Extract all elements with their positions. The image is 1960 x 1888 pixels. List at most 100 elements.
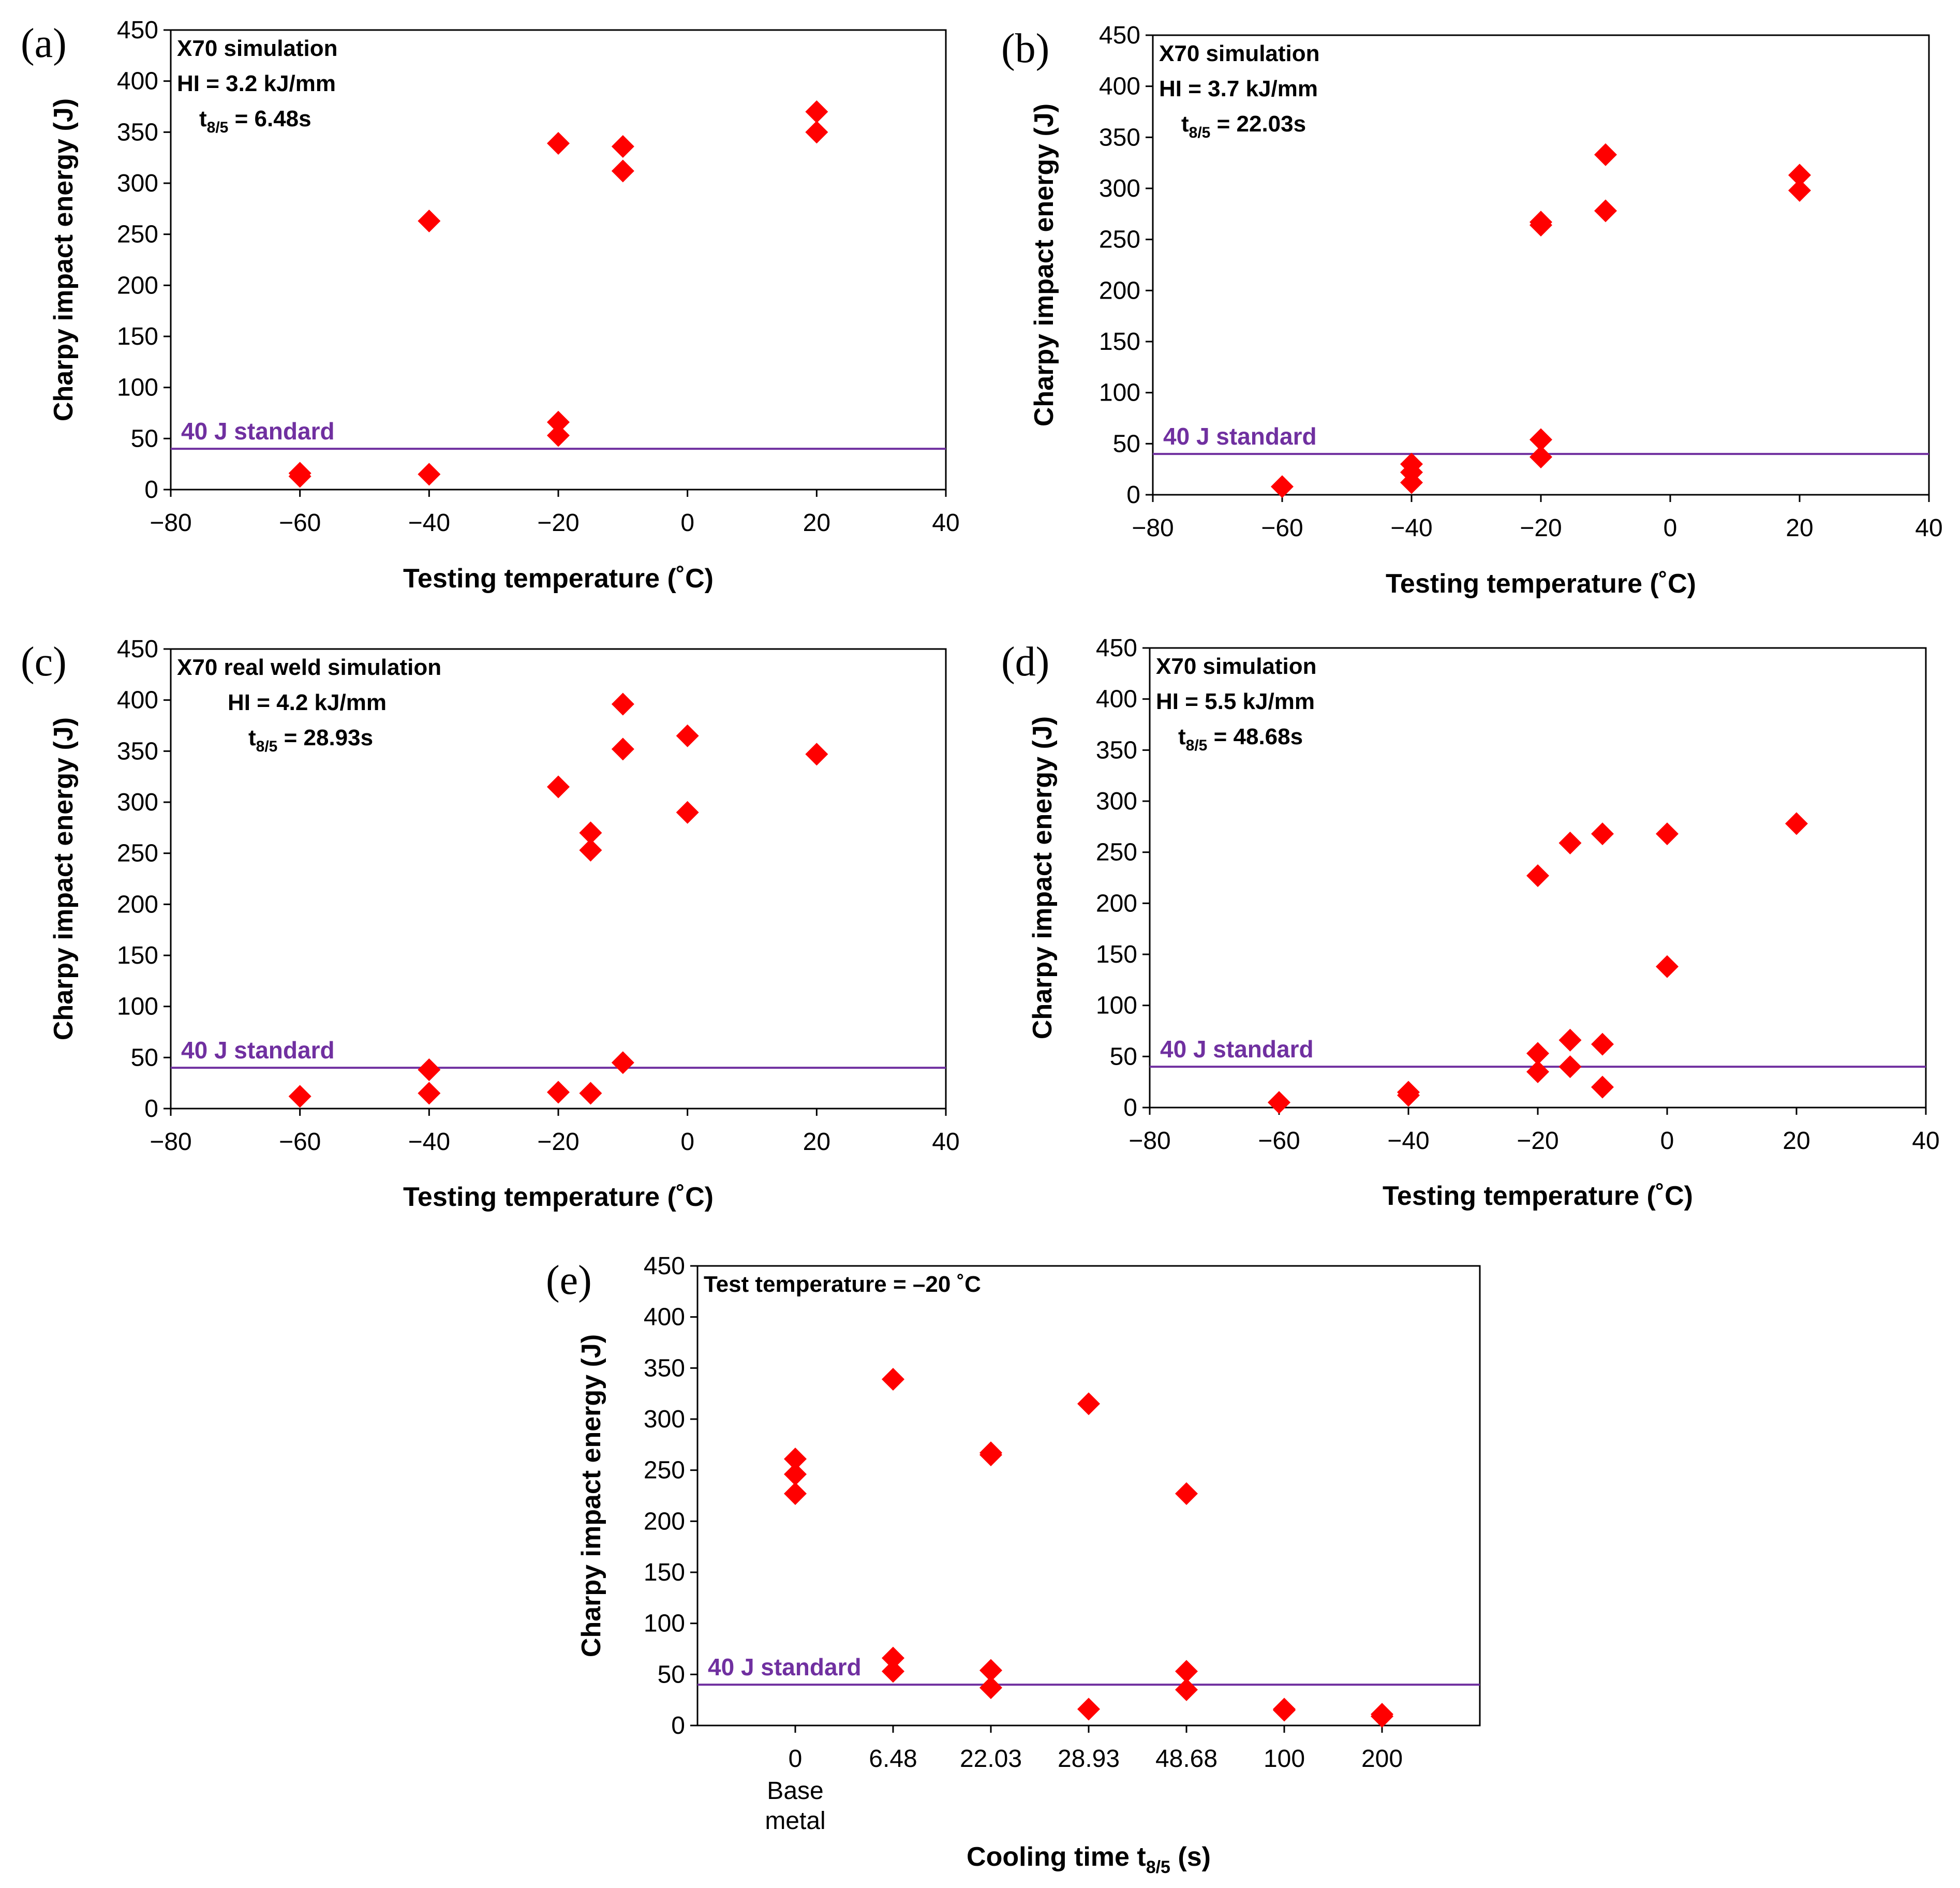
data-point <box>1558 1028 1582 1052</box>
annotation-t-value: = 22.03s <box>1210 111 1306 137</box>
data-point <box>547 410 570 434</box>
x-axis-label: Testing temperature (˚C) <box>403 1182 714 1212</box>
panel-label: (d) <box>1001 639 1049 685</box>
x-axis-label-main: Cooling time t <box>967 1842 1146 1872</box>
y-tick-label: 200 <box>117 272 158 299</box>
y-tick-label: 200 <box>644 1508 685 1535</box>
panel-label: (e) <box>546 1258 592 1303</box>
data-point <box>1268 1091 1290 1114</box>
annotation-t-subscript: 8/5 <box>256 738 278 755</box>
x-axis-label: Testing temperature (˚C) <box>1386 569 1696 599</box>
data-point <box>547 424 570 447</box>
data-point <box>676 801 699 824</box>
x-axis-label: Cooling time t8/5 (s) <box>967 1842 1211 1877</box>
y-tick-label: 150 <box>644 1559 685 1586</box>
data-point <box>1558 1055 1582 1079</box>
data-point <box>1175 1482 1198 1506</box>
x-tick-label: −20 <box>1520 514 1562 542</box>
annotation-t: t <box>199 106 207 131</box>
data-point <box>1077 1392 1100 1415</box>
x-axis-label: Testing temperature (˚C) <box>403 564 714 594</box>
y-tick-label: 100 <box>117 374 158 402</box>
data-point <box>1175 1678 1198 1701</box>
data-point <box>1530 428 1552 451</box>
data-point <box>418 210 441 233</box>
y-tick-label: 300 <box>1096 788 1137 815</box>
data-point <box>579 838 602 862</box>
data-point <box>1594 143 1617 166</box>
y-tick-label: 350 <box>117 119 158 146</box>
data-point <box>1594 199 1617 223</box>
y-tick-label: 350 <box>117 738 158 765</box>
x-tick-label: 40 <box>932 509 959 537</box>
y-axis-label: Charpy impact energy (J) <box>49 98 79 421</box>
y-tick-label: 0 <box>1126 481 1140 509</box>
standard-40j-label: 40 J standard <box>708 1654 862 1680</box>
data-point <box>805 743 828 766</box>
x-tick-label: 0 <box>680 1128 694 1156</box>
x-tick-label: −40 <box>1390 514 1432 542</box>
x-tick-label: 20 <box>803 1128 830 1156</box>
data-point <box>1656 822 1679 846</box>
y-tick-label: 100 <box>1096 992 1137 1020</box>
annotation-cooling-time: t8/5 = 48.68s <box>1178 724 1303 754</box>
data-point <box>979 1441 1002 1465</box>
data-point <box>1656 955 1679 978</box>
annotation-t-subscript: 8/5 <box>1189 124 1211 141</box>
x-tick-label: 20 <box>1783 1127 1810 1155</box>
x-tick-label: 0 <box>680 509 694 537</box>
x-tick-label: 200 <box>1361 1745 1403 1773</box>
annotation-title: X70 simulation <box>1156 654 1317 679</box>
data-point <box>547 1081 570 1104</box>
x-tick-label: −60 <box>279 1128 321 1156</box>
y-tick-label: 150 <box>117 323 158 350</box>
y-tick-label: 400 <box>1099 73 1140 100</box>
data-point <box>1591 1075 1614 1099</box>
annotation-cooling-time: t8/5 = 28.93s <box>248 725 373 755</box>
x-tick-note: Base <box>767 1777 823 1805</box>
data-point <box>288 1085 311 1108</box>
y-tick-label: 150 <box>1096 941 1137 968</box>
y-tick-label: 50 <box>658 1661 685 1688</box>
data-point <box>784 1463 807 1486</box>
y-axis-label: Charpy impact energy (J) <box>49 717 79 1040</box>
x-tick-label: −60 <box>1261 514 1303 542</box>
data-point <box>676 724 699 747</box>
data-point <box>547 132 570 155</box>
y-tick-label: 300 <box>117 170 158 197</box>
annotation-heat-input: HI = 3.7 kJ/mm <box>1159 76 1318 101</box>
data-point <box>579 1082 602 1105</box>
data-point <box>1785 812 1808 835</box>
x-tick-label: 20 <box>803 509 830 537</box>
data-point <box>1788 164 1811 187</box>
data-point <box>1271 475 1294 498</box>
y-tick-label: 400 <box>644 1304 685 1331</box>
data-point <box>418 1082 441 1105</box>
y-tick-label: 450 <box>117 17 158 44</box>
x-tick-label: −80 <box>150 509 191 537</box>
panel-label: (a) <box>21 21 67 66</box>
data-point <box>1526 1042 1549 1065</box>
data-point <box>1526 864 1549 888</box>
data-point <box>418 1058 441 1082</box>
x-tick-label: 0 <box>1660 1127 1674 1155</box>
y-axis-label: Charpy impact energy (J) <box>1028 716 1058 1039</box>
data-point <box>418 463 441 486</box>
data-point <box>547 775 570 799</box>
annotation-t: t <box>1178 724 1186 749</box>
y-tick-label: 150 <box>117 942 158 969</box>
y-tick-label: 0 <box>144 476 158 504</box>
x-axis-label-subscript: 8/5 <box>1146 1857 1170 1877</box>
annotation-t: t <box>1181 111 1189 137</box>
annotation-title: X70 real weld simulation <box>177 655 441 680</box>
x-tick-label: 0 <box>1664 514 1677 542</box>
chart-panel-d: 0 50 100 150 200 250 300 350 400 450 −80 −60 −40 −20 0… <box>1001 635 1940 1211</box>
data-point <box>882 1646 904 1670</box>
x-tick-label: 20 <box>1786 514 1813 542</box>
standard-40j-label: 40 J standard <box>181 418 335 445</box>
x-tick-label: 40 <box>1915 514 1942 542</box>
x-tick-label: 6.48 <box>869 1745 917 1773</box>
y-tick-label: 450 <box>1099 22 1140 49</box>
x-tick-label: 28.93 <box>1058 1745 1120 1773</box>
panel-label: (c) <box>21 639 67 685</box>
